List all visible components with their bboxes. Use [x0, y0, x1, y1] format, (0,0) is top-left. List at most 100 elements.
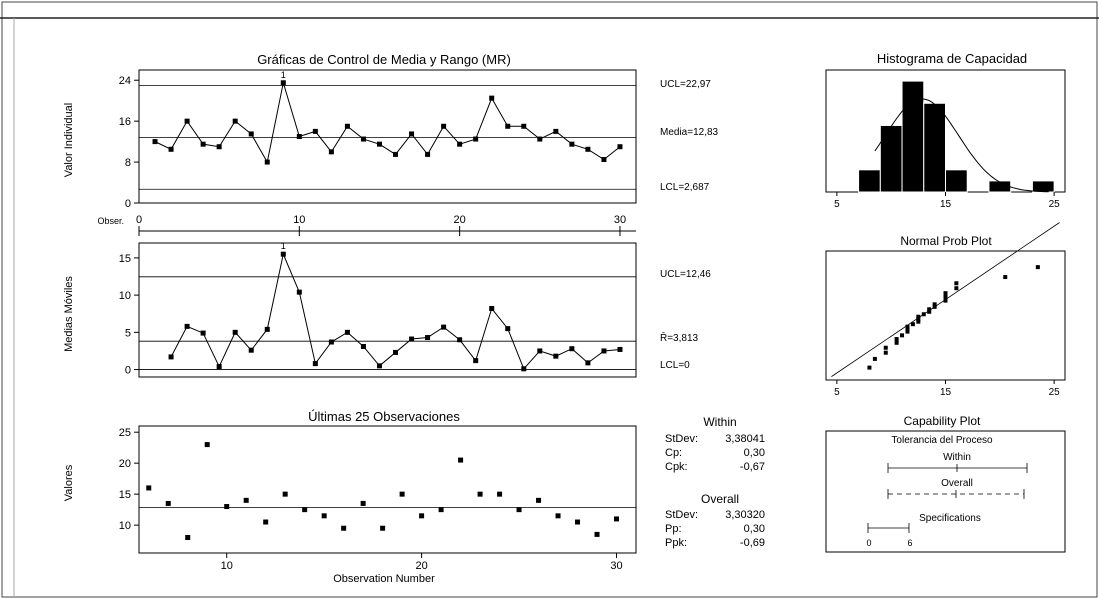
histogram-bar [1031, 180, 1055, 193]
individual-point [200, 141, 206, 147]
last25-point [146, 485, 152, 491]
last25-point [399, 491, 405, 497]
last25-point [282, 491, 288, 497]
moving-point [505, 326, 511, 332]
normal-point [1003, 275, 1008, 280]
last25-point [614, 516, 620, 522]
last25-point [185, 535, 191, 541]
normal-point [921, 312, 926, 317]
moving-point [489, 306, 495, 312]
histogram-xtick-label: 15 [940, 199, 952, 210]
moving-ytick-label: 15 [119, 253, 131, 265]
normal-point [905, 327, 910, 332]
individual-ytick-label: 16 [119, 116, 131, 128]
normal-point [872, 356, 877, 361]
last25-point [224, 504, 230, 510]
overall-pp-value: 0,30 [744, 523, 765, 535]
normal-point [1035, 265, 1040, 270]
normal-point [905, 329, 910, 334]
moving-point [457, 337, 463, 343]
individual-out-of-control-label: 1 [281, 70, 286, 80]
last25-point [594, 531, 600, 537]
normal-point [910, 322, 915, 327]
individual-point [617, 144, 623, 150]
individual-ytick-label: 8 [125, 157, 131, 169]
individual-point [505, 123, 511, 129]
within-stdev-value: 3,38041 [725, 433, 765, 445]
moving-point [569, 346, 575, 352]
moving-ylabel: Medias Móviles [63, 276, 75, 352]
moving-ytick-label: 0 [125, 365, 131, 377]
last25-ytick-label: 10 [119, 520, 131, 532]
last25-point [204, 442, 210, 448]
last25-point [575, 519, 581, 525]
overall-ppk-value: -0,69 [740, 537, 765, 549]
individual-obser-label: Obser. [97, 216, 124, 226]
last25-ylabel: Valores [63, 464, 75, 501]
individual-point [553, 128, 559, 134]
individual-point [216, 144, 222, 150]
individual-point [296, 134, 302, 139]
moving-point [184, 323, 190, 329]
capability-plot-frame [825, 430, 1066, 553]
histogram-bar [901, 80, 925, 193]
histogram-title: Histograma de Capacidad [877, 51, 1027, 66]
normal-point [894, 337, 899, 342]
moving-out-of-control-label: 1 [281, 241, 286, 251]
individual-xtick-label: 30 [614, 214, 626, 226]
normal-xtick-label: 15 [940, 387, 952, 398]
moving-point [360, 343, 366, 349]
individual-xtick-label: 20 [454, 214, 466, 226]
moving-ucl-label: UCL=12,46 [660, 269, 711, 280]
last25-point [497, 491, 503, 497]
within-cp-value: 0,30 [744, 447, 765, 459]
last25-point [516, 507, 522, 513]
moving-point [344, 329, 350, 335]
last25-point [419, 513, 425, 519]
individual-point [328, 149, 334, 155]
individual-point [152, 139, 158, 145]
histogram-bar [988, 180, 1012, 193]
capability-chart: Tolerancia del Proceso Within Overall Sp… [825, 430, 1066, 553]
individual-point [232, 118, 238, 124]
individual-lcl-label: LCL=2,687 [660, 182, 710, 193]
individual-point [489, 95, 495, 101]
individual-ytick-label: 0 [125, 198, 131, 210]
individual-point [601, 157, 607, 163]
overall-ppk-label: Ppk: [665, 537, 687, 549]
moving-mean-label: R̄=3,813 [660, 331, 699, 344]
last25-point [360, 500, 366, 506]
individual-point [473, 136, 479, 142]
normal-point [927, 307, 932, 312]
histogram-bar [923, 102, 946, 193]
last25-point [302, 507, 308, 513]
normal-xtick-label: 5 [834, 387, 840, 398]
capability-spec-label: Specifications [919, 513, 981, 524]
last25-point [243, 497, 249, 503]
individual-point [393, 151, 399, 157]
individual-point [168, 146, 174, 152]
moving-ytick-label: 5 [125, 327, 131, 339]
overall-title: Overall [701, 492, 739, 506]
normal-title: Normal Prob Plot [900, 234, 992, 248]
normal-point [883, 350, 888, 355]
moving-point [248, 347, 254, 353]
normal-point [954, 286, 959, 291]
moving-point [168, 354, 174, 360]
individual-point [280, 80, 286, 86]
moving-point [601, 348, 607, 354]
histogram-normal-curve [874, 98, 1049, 193]
normal-point [916, 314, 921, 319]
moving-ytick-label: 10 [119, 290, 131, 302]
moving-range-chart: 0 5 10 15 [119, 242, 637, 378]
normal-point [905, 324, 910, 329]
moving-point [393, 349, 399, 355]
individual-chart: 0 8 16 24 0 10 20 30 [119, 69, 637, 236]
last25-xtick-label: 20 [415, 560, 427, 572]
individual-mean-label: Media=12,83 [660, 127, 719, 138]
normal-xtick-label: 25 [1049, 387, 1061, 398]
last25-point [165, 500, 171, 506]
last25-point [438, 507, 444, 513]
individual-point [441, 123, 447, 129]
histogram-bar [879, 124, 903, 193]
